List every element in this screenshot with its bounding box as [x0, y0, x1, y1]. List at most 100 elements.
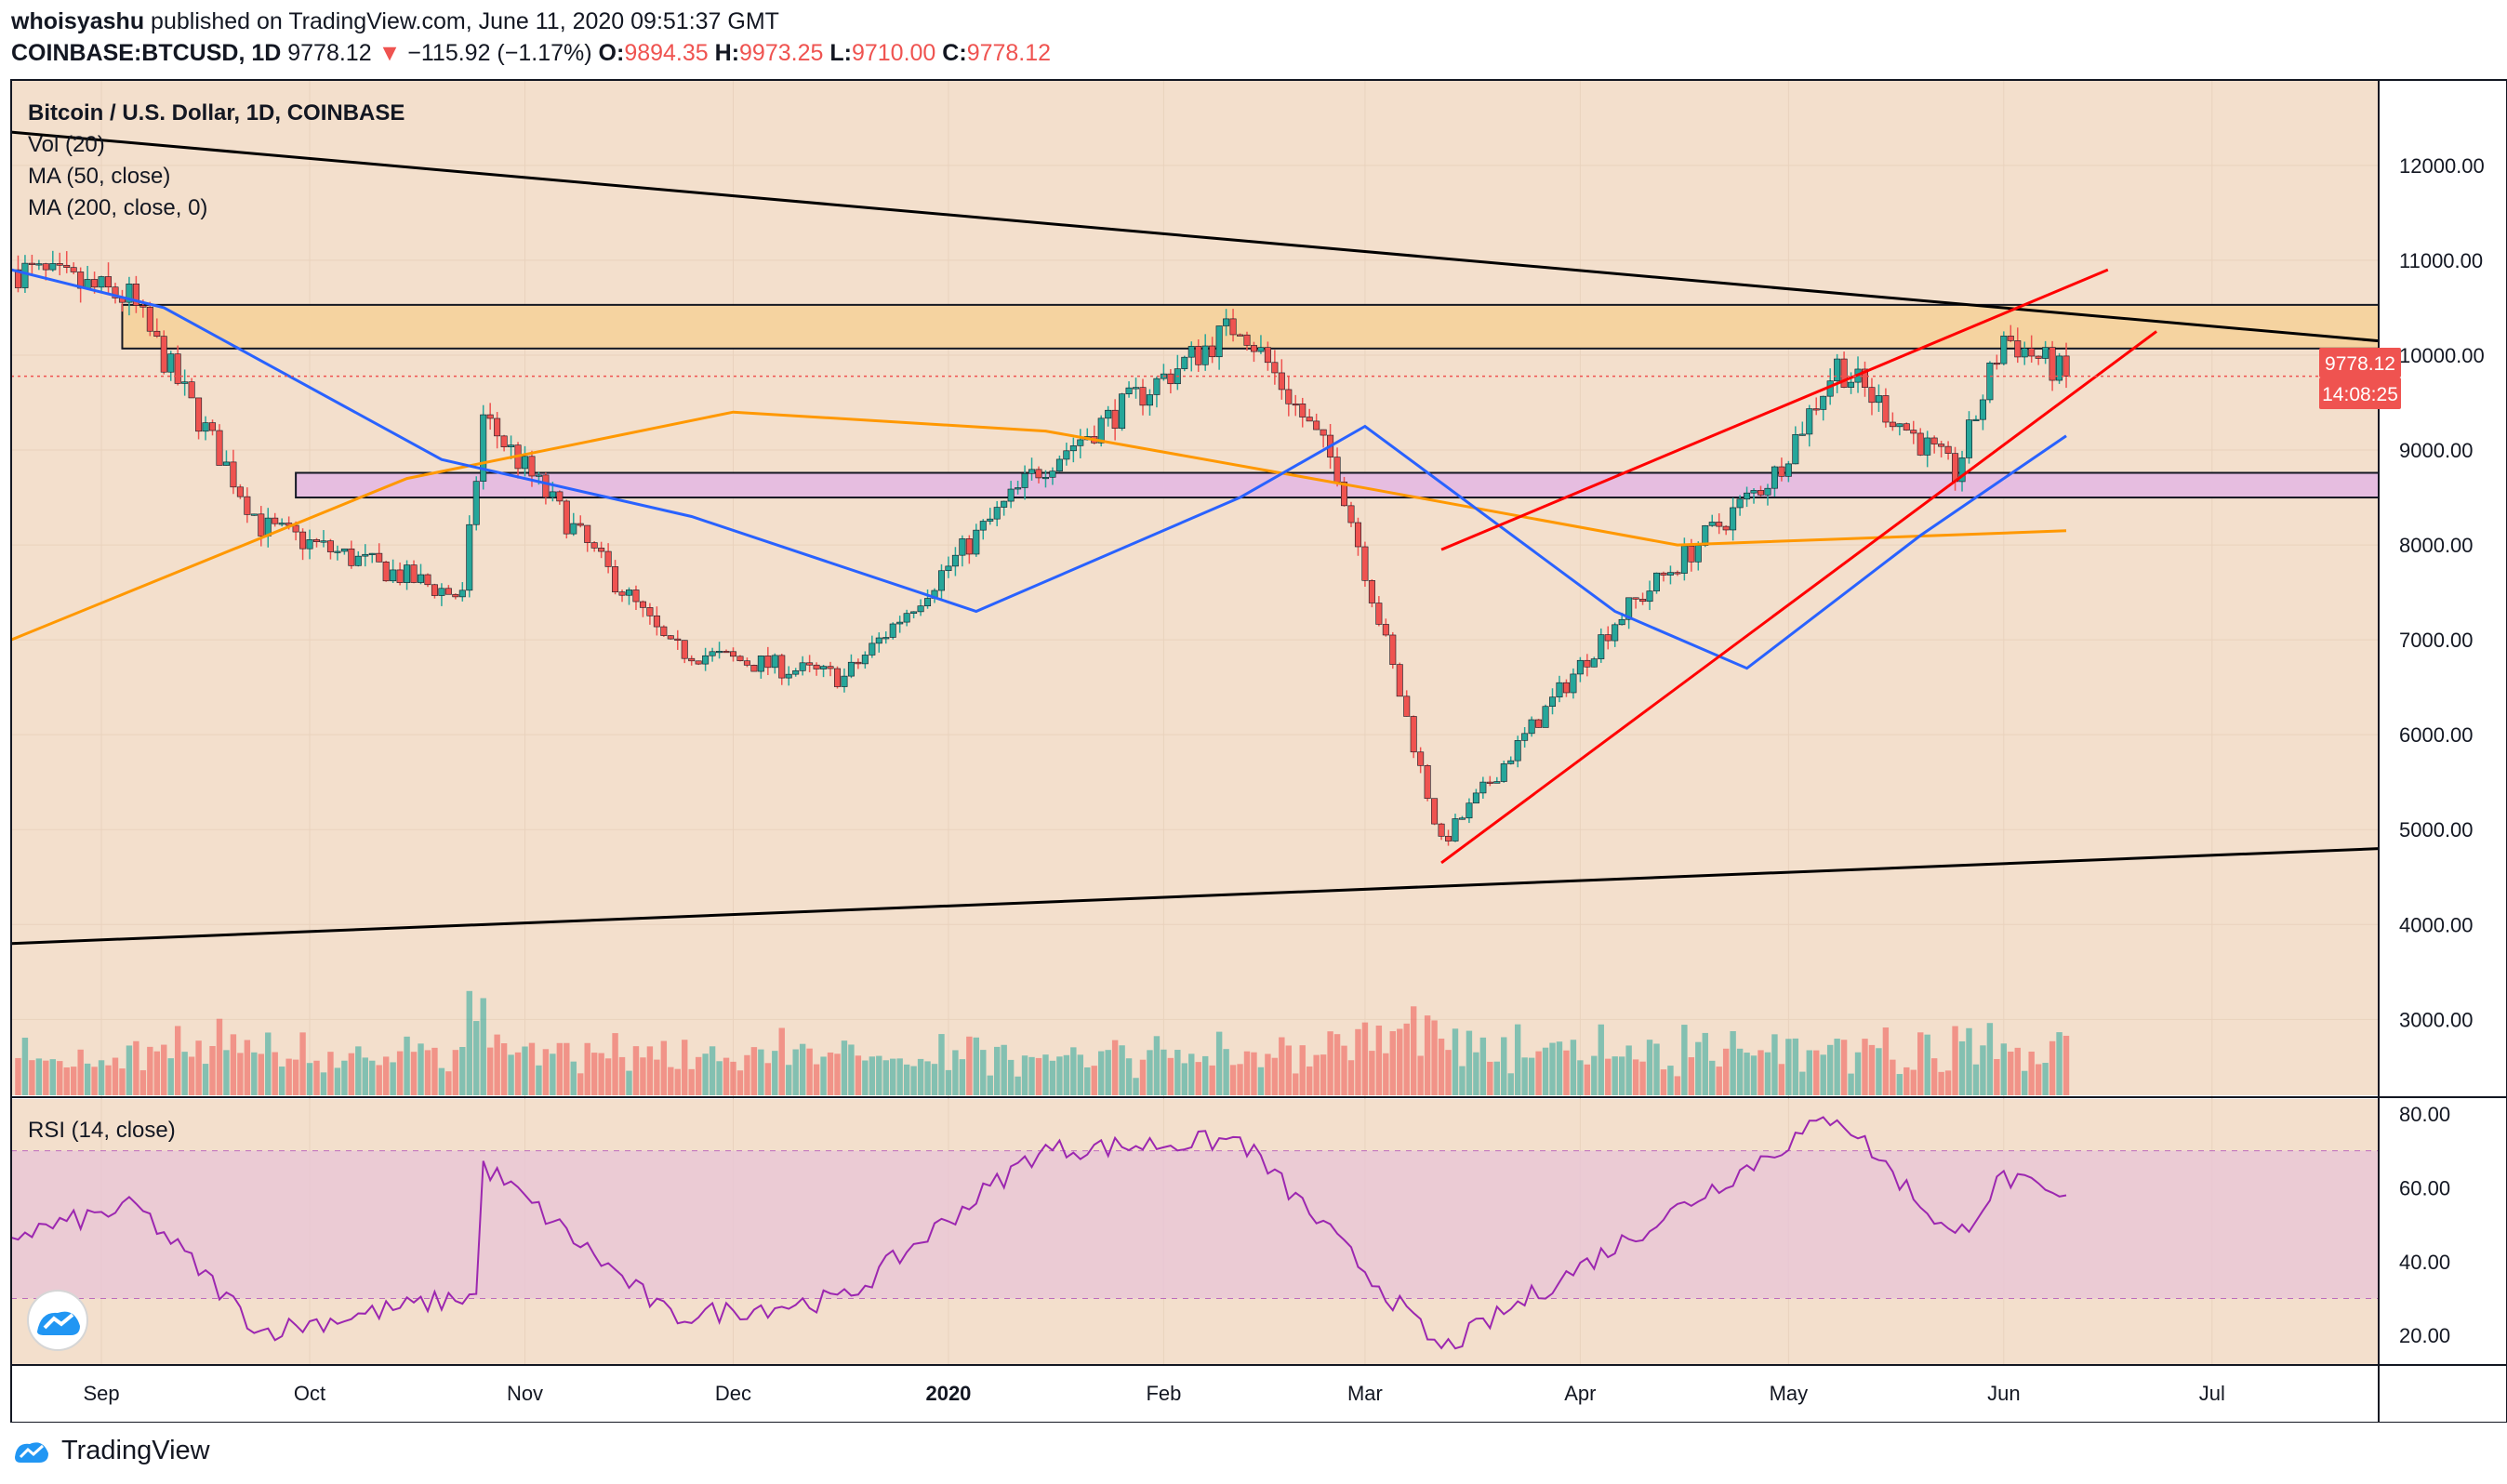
author-name[interactable]: whoisyashu [11, 8, 145, 34]
moving-averages [10, 268, 2067, 670]
candle-body [1201, 345, 1209, 365]
tradingview-logo-icon[interactable] [9, 1435, 54, 1466]
volume-bar [77, 1049, 84, 1095]
candle-body [1736, 498, 1744, 509]
volume-bar [987, 1075, 993, 1095]
volume-bar [2028, 1051, 2035, 1095]
volume-bar [1493, 1061, 1500, 1095]
volume-bar [376, 1065, 382, 1095]
volume-bar [473, 1021, 480, 1095]
volume-bar [528, 1042, 536, 1095]
ma200-line [10, 410, 2067, 642]
candle-body [2014, 340, 2022, 358]
volume-bar [1063, 1054, 1070, 1095]
down-arrow-icon: ▼ [378, 40, 402, 66]
volume-bar [1257, 1067, 1265, 1095]
volume-bar [654, 1059, 660, 1095]
candle-body [1924, 437, 1931, 456]
candle-body [757, 656, 764, 672]
volume-bar [438, 1067, 445, 1095]
candle-body [736, 656, 744, 662]
volume-bar [299, 1032, 306, 1095]
volume-bar [244, 1040, 251, 1095]
high-value: 9973.25 [739, 40, 824, 66]
volume-bar [806, 1048, 813, 1095]
close-label: C: [942, 40, 967, 66]
candle-body [855, 661, 862, 665]
candle-body [195, 397, 203, 432]
candle-body [1195, 346, 1202, 365]
candle-body [1778, 466, 1785, 477]
volume-bar [251, 1052, 258, 1095]
candle-body [612, 566, 619, 592]
volume-bar [2042, 1063, 2049, 1095]
volume-bar [341, 1060, 348, 1095]
candle-body [618, 591, 626, 596]
volume-bar [1001, 1044, 1007, 1095]
volume-bar [1105, 1050, 1111, 1095]
volume-bar [494, 1034, 500, 1095]
candle-body [702, 655, 710, 665]
brand-name[interactable]: TradingView [61, 1435, 210, 1465]
volume-bar [1848, 1073, 1854, 1095]
volume-bar [1229, 1065, 1237, 1095]
candle-body [458, 590, 466, 598]
volume-bar [1730, 1030, 1736, 1095]
candle-body [875, 637, 882, 644]
candle-body [2063, 355, 2070, 377]
volume-bar [758, 1049, 764, 1095]
candle-body [91, 279, 99, 288]
low-label: L: [829, 40, 852, 66]
volume-bar [209, 1045, 216, 1095]
candle-body [1556, 682, 1563, 698]
time-tick-label: Dec [715, 1382, 751, 1405]
volume-bar [1007, 1059, 1015, 1095]
countdown-text: 14:08:25 [2322, 384, 2398, 405]
candle-body [1111, 409, 1119, 430]
volume-bar [1333, 1034, 1341, 1095]
candle-body [368, 552, 376, 555]
candle-body [1035, 469, 1042, 479]
candle-body [1618, 618, 1625, 626]
candle-body [750, 665, 758, 672]
volume-bar [1994, 1058, 2000, 1095]
candle-body [438, 588, 445, 596]
candle-body [910, 611, 918, 614]
candle-body [42, 263, 49, 271]
volume-bar [15, 1057, 21, 1095]
candle-body [598, 548, 605, 552]
volume-bar [1153, 1036, 1161, 1095]
candle-body [833, 668, 841, 687]
volume-bar [1285, 1045, 1292, 1095]
candle-body [1521, 733, 1529, 741]
chart-canvas[interactable]: 12000.00 11000.00 10000.00 9000.00 8000.00 70… [0, 0, 2507, 1423]
volume-bar [1605, 1058, 1612, 1095]
ohlc-line: COINBASE:BTCUSD, 1D 9778.12 ▼ −115.92 (−… [11, 37, 2485, 69]
candle-body [1243, 334, 1251, 346]
volume-bar [688, 1068, 695, 1095]
candle-body [250, 513, 258, 516]
candle-body [1570, 673, 1577, 694]
volume-bar [1806, 1050, 1812, 1095]
candle-body [508, 444, 515, 447]
volume-bar [1424, 1015, 1431, 1095]
volume-bar [167, 1058, 174, 1095]
candle-body [1896, 423, 1903, 428]
volume-bar [1764, 1052, 1771, 1095]
volume-bar [1466, 1030, 1473, 1095]
watermark-logo-icon[interactable] [27, 1290, 88, 1351]
rsi-tick-label: 40.00 [2399, 1251, 2450, 1274]
rsi-line [10, 1116, 2067, 1350]
candle-body [973, 529, 980, 555]
volume-bar [49, 1059, 56, 1095]
volume-bar [2035, 1064, 2042, 1095]
candle-body [1848, 381, 1855, 388]
candle-body [1930, 437, 1938, 444]
volume-bar [1341, 1045, 1347, 1095]
volume-bar [827, 1052, 834, 1095]
candle-body [653, 615, 660, 628]
volume-bar [1591, 1055, 1598, 1095]
candle-body [1271, 362, 1279, 374]
volume-bar [313, 1060, 320, 1095]
candle-body [216, 430, 223, 466]
